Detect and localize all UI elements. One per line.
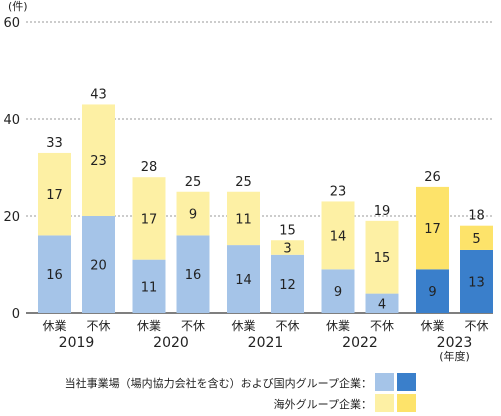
y-tick-label: 60 [3,16,20,31]
bar-overseas-value: 17 [46,188,63,203]
bar-overseas [176,191,210,236]
bar-overseas [132,177,166,260]
bar-domestic [321,269,355,313]
bar-overseas-value: 11 [235,212,252,227]
bar-domestic-value: 16 [185,268,202,283]
x-tick-label: 休業 [137,319,161,333]
bar-overseas-value: 17 [141,212,158,227]
bar-overseas-value: 9 [189,208,197,223]
legend-swatch [397,373,416,391]
x-tick-label: 不休 [86,319,110,333]
legend-swatch [397,394,416,412]
bar-total-value: 33 [46,136,63,151]
bar-domestic [82,216,115,313]
legend: 当社事業場（場内協力会社を含む）および国内グループ企業： 海外グループ企業： [65,373,416,412]
y-tick-label: 40 [3,113,20,128]
bar-domestic [460,249,493,313]
bar-total-value: 15 [279,223,296,238]
bar-total-value: 25 [185,175,202,190]
bar-overseas [271,240,304,255]
bar-domestic [271,254,304,313]
bar-domestic-value: 9 [334,285,342,300]
bar-domestic [227,245,260,313]
x-group-label: 2019 [59,335,95,351]
bar-domestic [416,269,449,313]
bar-domestic-value: 16 [46,268,63,283]
x-tick-label: 不休 [181,319,205,333]
bar-overseas [38,152,71,236]
x-group-label: 2021 [248,335,284,351]
bar-domestic [38,235,71,313]
bar-total-value: 43 [90,87,107,102]
x-group-label: 2023 [437,335,473,351]
bar-overseas [227,191,260,246]
y-axis: (件) 0 20 40 60 [3,0,27,322]
bar-total-value: 28 [141,160,158,175]
bar-total-value: 23 [330,184,347,199]
legend-label: 海外グループ企業： [274,397,372,411]
bars: 16 17 33 20 23 43 11 17 28 16 9 25 14 11 25 12 3 15 9 14 23 4… [38,87,493,313]
x-group-label: 2022 [342,335,378,351]
bar-domestic-value: 12 [279,278,296,293]
bar-overseas-value: 23 [90,154,107,169]
bar-domestic-value: 20 [90,259,107,274]
x-axis-unit-label: (年度) [439,349,470,363]
bar-total-value: 18 [468,209,485,224]
bar-overseas [416,186,449,270]
x-tick-label: 不休 [464,319,488,333]
bar-total-value: 25 [235,175,252,190]
bar-overseas [82,104,115,216]
x-tick-label: 休業 [231,319,255,333]
bar-domestic-value: 14 [235,273,252,288]
bar-total-value: 26 [424,170,441,185]
x-group-label: 2020 [153,335,189,351]
bar-overseas [460,225,493,250]
legend-label: 当社事業場（場内協力会社を含む）および国内グループ企業： [65,376,372,390]
x-tick-label: 不休 [275,319,299,333]
y-unit-label: (件) [8,0,28,13]
bar-domestic [132,259,166,313]
bar-domestic [176,235,210,313]
x-axis: 休業 不休 2019 休業 不休 2020 休業 不休 2021 休業 不休 2022 休業 不休 2023… [42,319,488,363]
legend-swatch [375,394,394,412]
bar-total-value: 19 [374,204,391,219]
bar-overseas-value: 17 [424,222,441,237]
x-tick-label: 休業 [326,319,350,333]
x-tick-label: 休業 [420,319,444,333]
bar-overseas [365,220,399,294]
bar-overseas-value: 5 [472,232,480,247]
bar-overseas-value: 15 [374,251,391,266]
bar-domestic [365,293,399,313]
x-tick-label: 休業 [42,319,66,333]
y-tick-label: 0 [12,307,20,322]
y-tick-label: 20 [3,210,20,225]
bar-overseas-value: 3 [283,242,291,257]
x-tick-label: 不休 [370,319,394,333]
bar-overseas [321,201,355,270]
bar-domestic-value: 11 [141,280,158,295]
legend-swatch [375,373,394,391]
bar-overseas-value: 14 [330,229,347,244]
bar-domestic-value: 13 [468,275,485,290]
bar-domestic-value: 9 [428,285,436,300]
bar-domestic-value: 4 [378,297,386,312]
